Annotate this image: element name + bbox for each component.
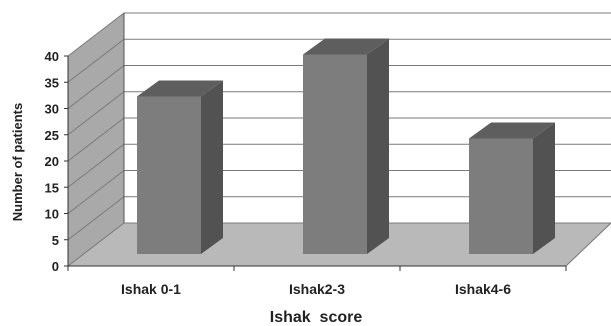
y-tick-label: 0 (52, 259, 59, 274)
y-tick-label: 30 (45, 102, 59, 117)
x-tick-label: Ishak4-6 (455, 281, 511, 297)
bar-front (303, 54, 367, 254)
x-axis-title: Ishak score (270, 309, 363, 326)
y-tick-labels: 0 5 10 15 20 25 30 35 40 (45, 49, 59, 274)
y-tick-label: 10 (45, 207, 59, 222)
bar (303, 38, 389, 254)
bar (469, 122, 555, 254)
y-axis-title: Number of patients (10, 103, 25, 221)
bar-side (201, 80, 223, 254)
x-tick-label: Ishak2-3 (289, 281, 345, 297)
bars (137, 38, 555, 254)
bar (137, 80, 223, 254)
y-tick-label: 40 (45, 49, 59, 64)
bar-side (367, 38, 389, 254)
axes (64, 55, 567, 271)
y-tick-label: 5 (52, 233, 59, 248)
x-tick-label: Ishak 0-1 (121, 281, 181, 297)
y-tick-label: 15 (45, 180, 59, 195)
bar-top (303, 38, 389, 55)
bar-top (137, 80, 223, 97)
y-tick-label: 20 (45, 154, 59, 169)
y-tick-label: 25 (45, 128, 59, 143)
bar-front (469, 138, 533, 254)
y-tick-label: 35 (45, 75, 59, 90)
bar-top (469, 122, 555, 139)
x-tick-labels: Ishak 0-1 Ishak2-3 Ishak4-6 (121, 281, 511, 297)
bar-side (533, 122, 555, 254)
bar-front (137, 96, 201, 254)
